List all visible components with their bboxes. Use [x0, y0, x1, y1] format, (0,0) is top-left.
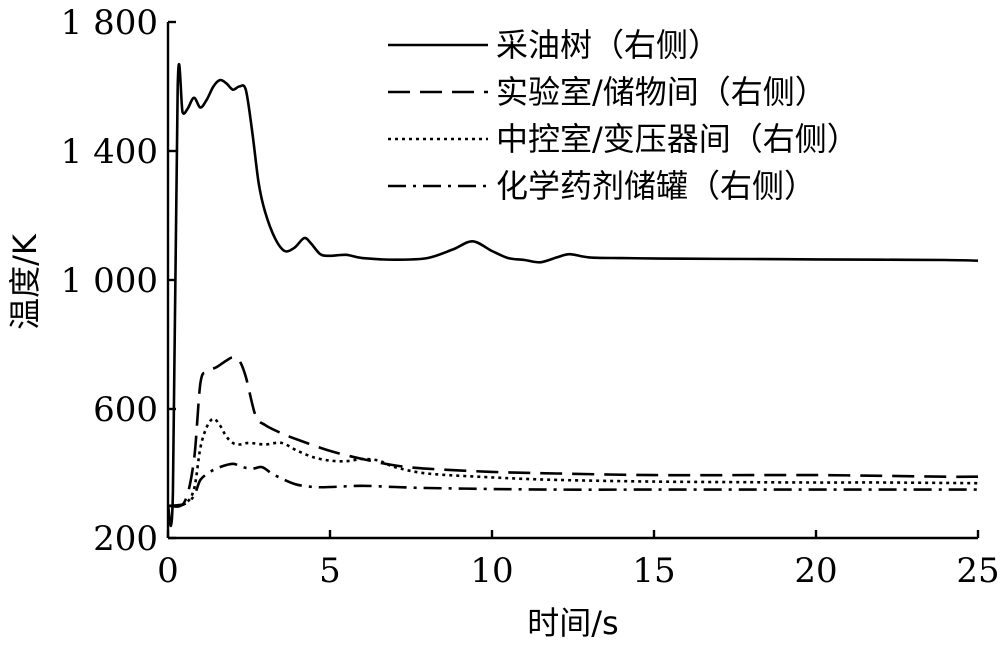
series-line-4 [167, 462, 978, 508]
legend-label-1: 采油树（右侧） [496, 26, 720, 64]
series-line-2 [167, 356, 979, 508]
x-tick-label: 15 [632, 551, 675, 591]
x-axis-title: 时间/s [527, 604, 618, 642]
y-tick-label: 1 000 [61, 261, 158, 301]
series-line-1 [166, 63, 979, 527]
x-tick-label: 25 [956, 551, 999, 591]
x-tick-label: 20 [794, 551, 837, 591]
y-tick-label: 200 [93, 519, 158, 559]
legend-label-4: 化学药剂储罐（右侧） [496, 167, 816, 205]
legend-label-3: 中控室/变压器间（右侧） [496, 120, 859, 158]
y-tick-label: 1 400 [61, 132, 158, 172]
legend: 采油树（右侧） 实验室/储物间（右侧） 中控室/变压器间（右侧） 化学药剂储罐（右侧） [388, 26, 859, 205]
series-layer [166, 63, 979, 527]
series-line-3 [167, 417, 979, 508]
y-tick-label: 1 800 [61, 3, 158, 43]
y-tick-label: 600 [93, 390, 158, 430]
ticks: 0 5 10 15 20 25 200 600 1 000 1 400 1 800 [61, 3, 1000, 591]
x-tick-label: 0 [157, 551, 179, 591]
y-axis-title: 温度/K [6, 233, 44, 330]
x-tick-label: 5 [319, 551, 341, 591]
x-tick-label: 10 [470, 551, 513, 591]
legend-label-2: 实验室/储物间（右侧） [496, 73, 827, 111]
